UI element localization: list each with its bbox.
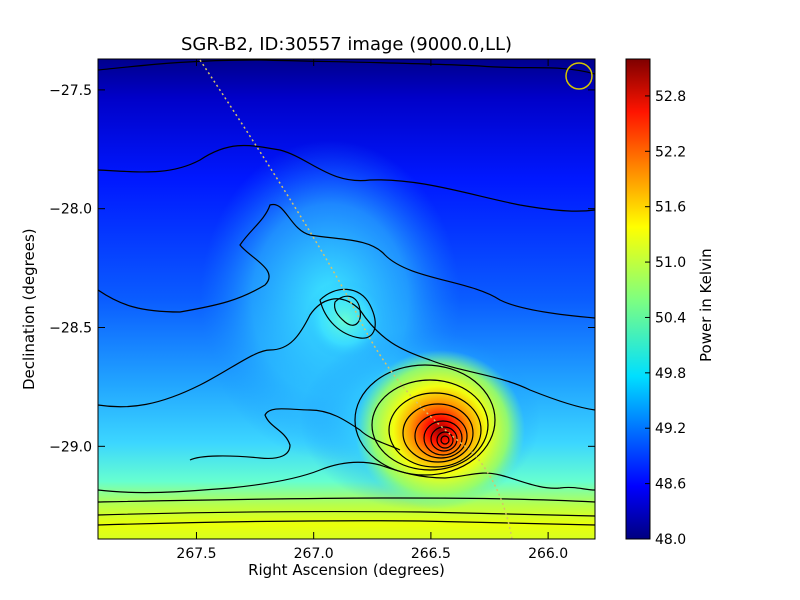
contour-peak-8	[436, 431, 454, 449]
chart-title: SGR-B2, ID:30557 image (9000.0,LL)	[180, 34, 513, 55]
contour-peak-5	[414, 413, 468, 459]
x-tick-label: 267.5	[176, 546, 216, 562]
contour-mid	[98, 203, 595, 319]
contour-peak-6	[423, 420, 463, 456]
colorbar-tick-label: 52.2	[655, 144, 686, 160]
contour-bottom-c	[98, 511, 595, 517]
x-axis-label: Right Ascension (degrees)	[248, 561, 445, 579]
y-tick-label: −29.0	[49, 439, 92, 455]
contour-bottom-d	[98, 520, 595, 526]
y-axis-label: Declination (degrees)	[20, 228, 38, 390]
contour-peak-4	[402, 403, 474, 463]
colorbar-label: Power in Kelvin	[697, 248, 715, 362]
contour-upper	[98, 145, 595, 212]
y-tick-label: −28.0	[49, 202, 92, 218]
colorbar-tick-label: 50.4	[655, 310, 686, 326]
contour-blob2-outer	[319, 288, 376, 339]
contour-peak-1	[354, 364, 496, 476]
y-tick-label: −27.5	[49, 83, 92, 99]
contour-blob2-inner	[333, 295, 361, 326]
x-axis-ticks: 267.5 267.0 266.5 266.0	[176, 59, 568, 562]
colorbar-tick-label: 49.2	[655, 421, 686, 437]
contour-bottom-b	[98, 497, 595, 503]
contour-peak-9	[440, 435, 450, 445]
contour-peak-3	[388, 392, 482, 468]
colorbar	[625, 58, 651, 540]
colorbar-tick-label: 51.6	[655, 200, 686, 216]
contour-peak-2	[371, 379, 489, 471]
colorbar-ticks: 48.0 48.6 49.2 49.8 50.4 51.0 51.6 52.2 52.8	[645, 89, 686, 548]
y-axis-ticks: −27.5 −28.0 −28.5 −29.0	[49, 83, 595, 455]
y-tick-label: −28.5	[49, 321, 92, 337]
colorbar-tick-label: 48.6	[655, 477, 686, 493]
contour-top	[98, 59, 595, 75]
contour-wave	[189, 408, 401, 461]
plot-frame	[97, 58, 596, 540]
x-tick-label: 266.5	[411, 546, 451, 562]
x-tick-label: 266.0	[528, 546, 568, 562]
heatmap-image	[98, 59, 595, 539]
beam-circle	[565, 62, 593, 90]
colorbar-tick-label: 48.0	[655, 532, 686, 548]
colorbar-tick-label: 51.0	[655, 255, 686, 271]
colorbar-tick-label: 52.8	[655, 89, 686, 105]
x-tick-label: 267.0	[294, 546, 334, 562]
colorbar-tick-label: 49.8	[655, 366, 686, 382]
contour-lower	[98, 298, 595, 411]
contour-lines	[98, 59, 595, 526]
